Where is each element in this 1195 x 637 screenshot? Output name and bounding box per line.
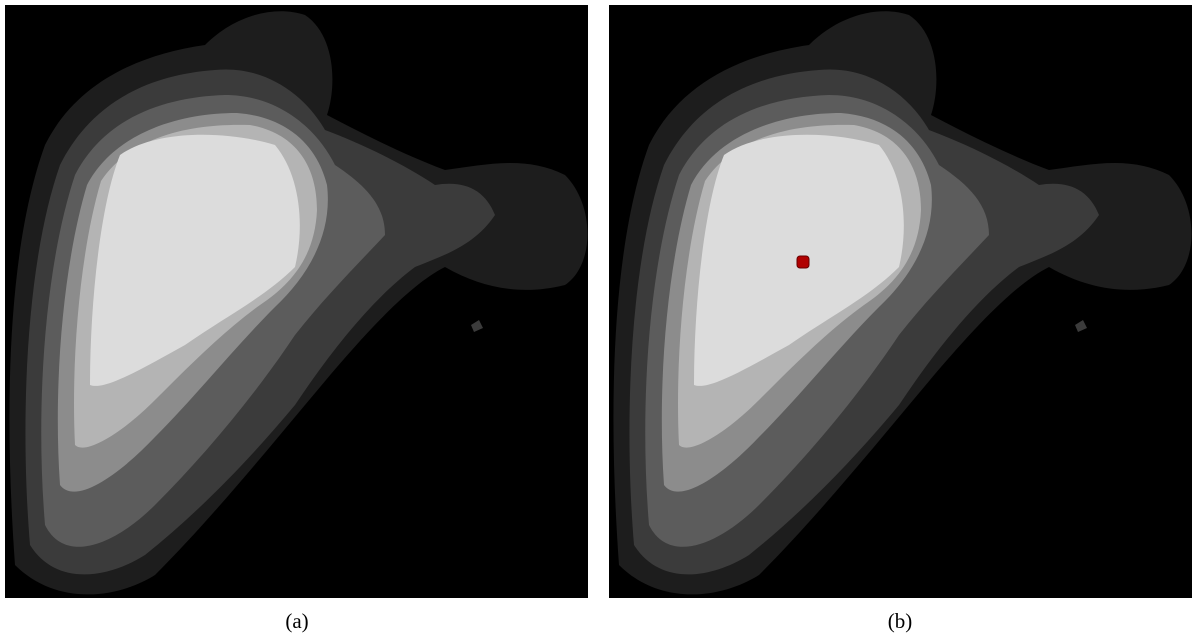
caption: (b) [888,609,913,633]
panel-a [5,5,588,598]
panel-b [609,5,1192,598]
figure: (a) (b) [0,0,1195,637]
image [609,5,1192,598]
marker [797,256,809,268]
image [5,5,588,598]
page: (a) (b) (() => { const data = JSON.parse… [0,0,1195,637]
caption: (a) [285,609,308,633]
